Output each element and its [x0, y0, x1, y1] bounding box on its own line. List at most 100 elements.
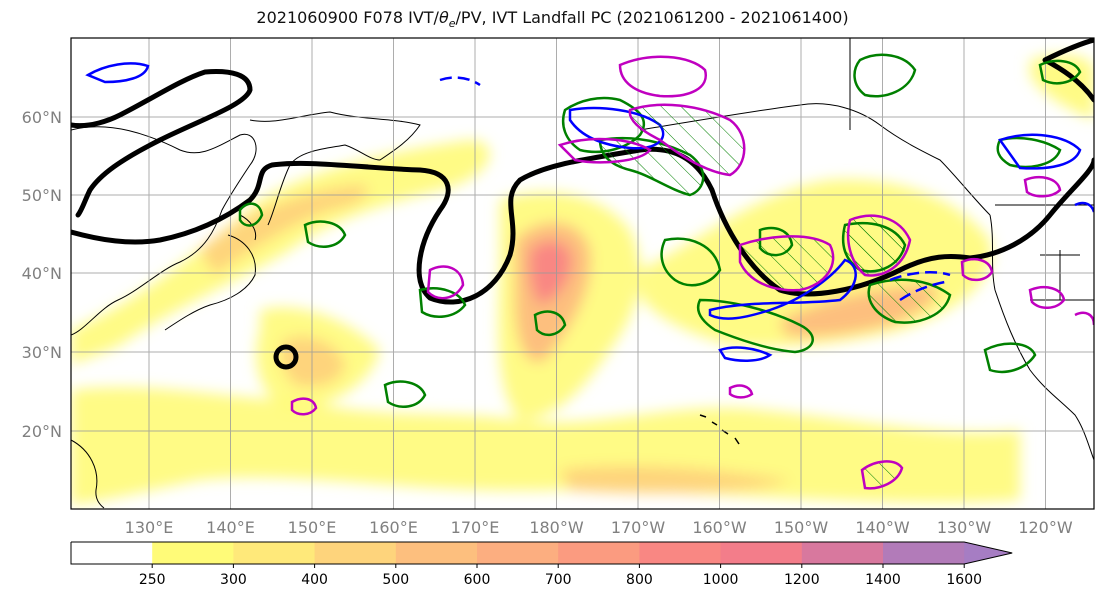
colorbar-segment: [152, 542, 234, 564]
colorbar-extend-arrow: [964, 542, 1013, 564]
longitude-labels: 130°E 140°E 150°E 160°E 170°E 180°W 170°W 160°W…: [125, 518, 1073, 537]
theta-contour-neg: [85, 62, 150, 84]
lon-label: 150°E: [288, 518, 337, 537]
na-west-coast: [989, 214, 1094, 461]
lon-label: 170°E: [451, 518, 500, 537]
lat-label: 30°N: [22, 343, 62, 362]
ivt-fill-core-south: [560, 465, 790, 493]
plot-frame: [70, 37, 1095, 510]
lon-label: 140°E: [206, 518, 255, 537]
colorbar-segment: [558, 542, 640, 564]
theta-contour-neg: [708, 258, 857, 320]
theta-contour: [853, 53, 917, 98]
theta-contour-neg: [997, 133, 1082, 170]
colorbar-segment: [314, 542, 397, 564]
pc-contour: [960, 258, 994, 282]
lon-label: 120°W: [1018, 518, 1073, 537]
theta-contour-neg: [889, 271, 951, 302]
theta-contour: [561, 96, 646, 154]
pv-contour-main: [71, 146, 1094, 305]
lon-label: 170°W: [611, 518, 666, 537]
theta-contour: [533, 310, 567, 337]
colorbar-segment: [477, 542, 559, 564]
theta-contour: [983, 342, 1037, 374]
colorbar: 250 300 400 500 600 700 800 1000 1200 1400 1600: [70, 541, 1013, 588]
ivt-landfall-pc-contours: [290, 55, 1094, 490]
theta-contour: [660, 237, 722, 287]
theta-contour-neg: [718, 346, 773, 362]
lon-label: 130°E: [125, 518, 174, 537]
colorbar-tick-label: 1000: [703, 572, 739, 588]
colorbar-tick-label: 600: [464, 572, 491, 588]
pc-contour: [860, 460, 904, 490]
latitude-labels: 60°N 50°N 40°N 30°N 20°N: [22, 108, 62, 441]
theta-contour: [696, 298, 814, 354]
lat-label: 20°N: [22, 422, 62, 441]
lon-label: 160°W: [692, 518, 747, 537]
colorbar-tick-label: 1400: [865, 572, 901, 588]
philippines-coast: [71, 439, 105, 509]
theta-contour-neg: [1074, 201, 1094, 213]
colorbar-tick-label: 300: [220, 572, 247, 588]
ivt-shading: [71, 54, 1094, 505]
alaska-coast: [639, 38, 991, 216]
colorbar-segment: [71, 542, 153, 564]
pv-contours: [71, 38, 1094, 370]
pc-contour: [1023, 176, 1062, 198]
map-plot-area: [71, 38, 1094, 509]
pc-contour: [738, 235, 835, 292]
colorbar-segment: [801, 542, 884, 564]
ivt-fill-core-sub: [281, 336, 345, 387]
pc-contour: [1028, 286, 1066, 309]
theta-contour: [1038, 59, 1082, 85]
theta-contour: [238, 202, 264, 227]
pv-contour-north: [71, 69, 253, 218]
colorbar-tick-label: 250: [139, 572, 166, 588]
pc-contour: [290, 397, 318, 416]
pc-contour: [1074, 311, 1094, 326]
colorbar-tick-label: 400: [301, 572, 328, 588]
lon-label: 140°W: [855, 518, 910, 537]
pc-contour: [618, 55, 708, 98]
colorbar-segment: [395, 542, 478, 564]
colorbar-tick-label: 700: [545, 572, 572, 588]
colorbar-tick-label: 800: [626, 572, 653, 588]
lat-label: 50°N: [22, 186, 62, 205]
colorbar-tick-label: 1600: [946, 572, 982, 588]
na-borders: [995, 204, 1094, 301]
pc-contour: [426, 265, 465, 300]
map-title: 2021060900 F078 IVT/θe/PV, IVT Landfall …: [256, 8, 849, 31]
colorbar-tick-label: 500: [382, 572, 409, 588]
colorbar-segment: [883, 542, 965, 564]
colorbar-segment: [720, 542, 803, 564]
ivt-fill-subtropics: [71, 387, 1020, 505]
theta-contour-neg: [439, 76, 481, 87]
pc-contour: [557, 137, 652, 164]
pc-contour: [728, 384, 754, 399]
asia-coast: [71, 126, 257, 336]
lat-label: 60°N: [22, 108, 62, 127]
lon-label: 130°W: [937, 518, 992, 537]
lon-label: 180°W: [529, 518, 584, 537]
theta-contour: [867, 278, 952, 324]
colorbar-tick-label: 1200: [784, 572, 820, 588]
theta-contour: [418, 287, 467, 318]
graticule: [71, 38, 1094, 509]
theta-contour-neg: [568, 106, 665, 150]
lat-label: 40°N: [22, 264, 62, 283]
colorbar-segment: [639, 542, 722, 564]
hawaii: [699, 414, 740, 445]
lon-label: 150°W: [774, 518, 829, 537]
theta-contour: [303, 220, 347, 248]
pv-contour-cutoff: [273, 344, 299, 370]
ivt-fill-core-west: [200, 185, 369, 275]
theta-contour: [996, 136, 1062, 169]
colorbar-segment: [233, 542, 316, 564]
theta-contour: [383, 380, 427, 408]
ivt-fill-west-pacific: [71, 140, 490, 365]
lon-label: 160°E: [369, 518, 418, 537]
pc-contour: [846, 214, 912, 277]
theta-e-negative-contours: [85, 62, 1094, 362]
pc-contour: [628, 103, 746, 177]
